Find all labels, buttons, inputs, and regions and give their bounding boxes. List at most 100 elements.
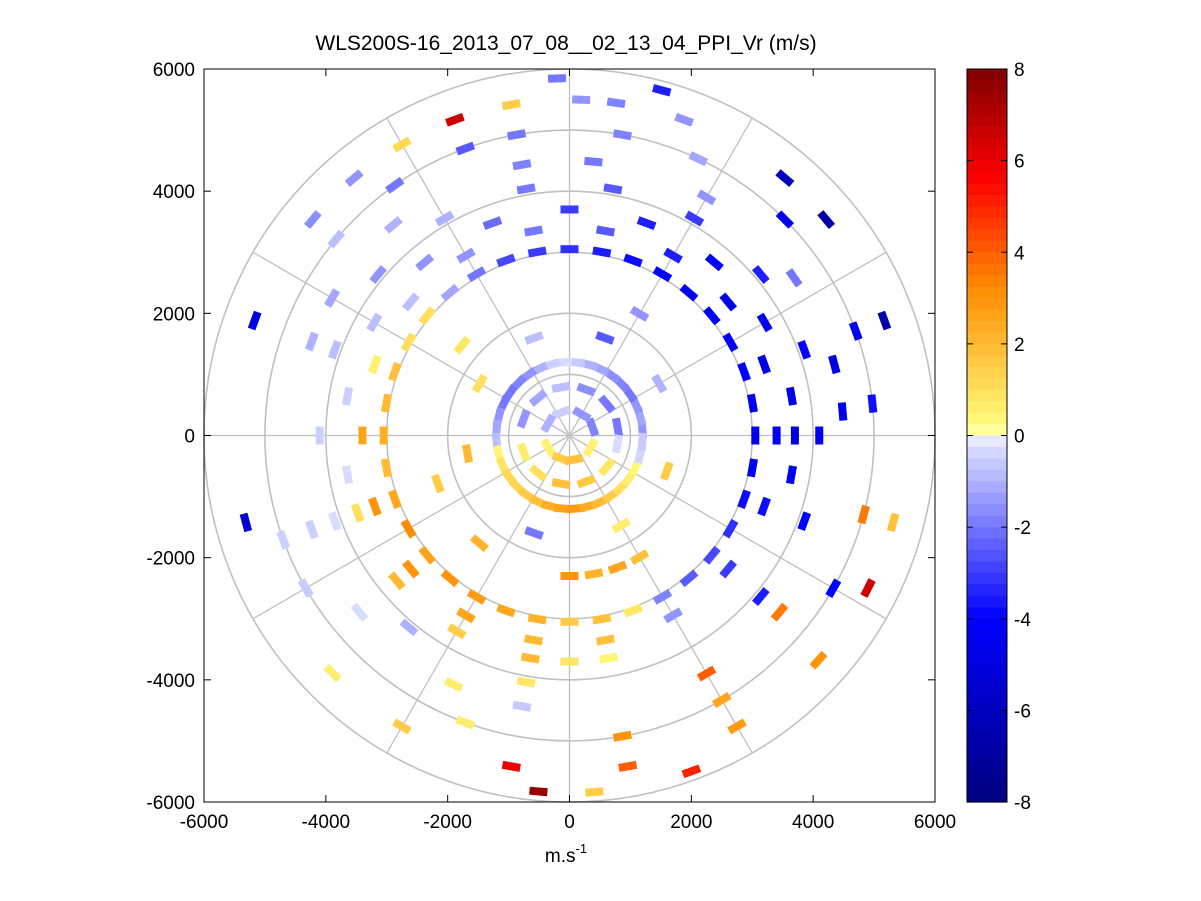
velocity-bin bbox=[584, 156, 603, 167]
velocity-bin bbox=[618, 760, 638, 772]
velocity-bin bbox=[746, 458, 758, 478]
colorbar-band bbox=[967, 298, 1007, 311]
velocity-bin bbox=[659, 461, 674, 481]
velocity-bin bbox=[431, 473, 445, 494]
velocity-bin bbox=[652, 84, 672, 97]
velocity-bin bbox=[571, 406, 592, 423]
velocity-bin bbox=[572, 95, 591, 105]
colorbar-band bbox=[967, 263, 1007, 276]
velocity-bin bbox=[679, 569, 699, 588]
velocity-bin bbox=[737, 489, 751, 510]
colorbar-band bbox=[967, 641, 1007, 654]
velocity-bin bbox=[303, 210, 322, 230]
x-tick-label: -6000 bbox=[180, 812, 229, 833]
colorbar-band bbox=[967, 538, 1007, 551]
velocity-bin bbox=[350, 602, 369, 622]
velocity-bin bbox=[512, 159, 532, 171]
velocity-bin bbox=[828, 354, 841, 375]
velocity-bin bbox=[775, 210, 795, 229]
velocity-bin bbox=[469, 534, 489, 552]
velocity-bin bbox=[696, 189, 717, 206]
velocity-bin bbox=[381, 393, 393, 413]
velocity-bin bbox=[681, 764, 702, 779]
velocity-bin bbox=[516, 442, 531, 463]
velocity-bin bbox=[305, 331, 319, 352]
velocity-bin bbox=[560, 617, 579, 626]
colorbar-band bbox=[967, 183, 1007, 196]
velocity-bin bbox=[350, 502, 365, 523]
velocity-bin bbox=[785, 465, 797, 485]
y-axis: 6000 4000 2000 0 -2000 -4000 -6000 bbox=[146, 60, 935, 814]
velocity-bin bbox=[756, 312, 773, 333]
velocity-bin bbox=[247, 310, 262, 331]
velocity-bin bbox=[324, 288, 341, 308]
velocity-bin bbox=[785, 268, 803, 288]
colorbar-tick-label: -8 bbox=[1014, 793, 1031, 814]
velocity-bin bbox=[612, 730, 632, 742]
y-tick-label: 4000 bbox=[153, 182, 195, 203]
velocity-bin bbox=[440, 283, 460, 302]
velocity-bin bbox=[592, 613, 612, 625]
colorbar-band bbox=[967, 275, 1007, 288]
colorbar-band bbox=[967, 653, 1007, 666]
colorbar-tick-label: -2 bbox=[1014, 518, 1031, 539]
velocity-bin bbox=[547, 74, 567, 83]
velocity-bin bbox=[276, 530, 291, 550]
velocity-bin bbox=[507, 129, 527, 141]
velocity-bin bbox=[516, 183, 536, 195]
x-tick-label: 0 bbox=[564, 812, 575, 833]
colorbar-band bbox=[967, 515, 1007, 528]
x-axis: -6000 -4000 -2000 0 2000 4000 6000 bbox=[180, 69, 956, 833]
velocity-bin bbox=[629, 549, 650, 566]
velocity-bin bbox=[629, 305, 650, 322]
velocity-bin bbox=[746, 393, 758, 413]
x-tick-label: -2000 bbox=[423, 812, 472, 833]
y-tick-label: -4000 bbox=[146, 671, 195, 692]
colorbar-band bbox=[967, 527, 1007, 540]
colorbar-tick-label: 4 bbox=[1014, 243, 1025, 264]
velocity-bin bbox=[606, 97, 626, 109]
x-axis-label-superscript: -1 bbox=[576, 841, 588, 856]
colorbar-ticks: 8 6 4 2 0 -2 -4 -6 -8 bbox=[967, 60, 1031, 814]
velocity-bin bbox=[516, 676, 536, 688]
velocity-bin bbox=[551, 405, 571, 420]
velocity-bin bbox=[597, 457, 616, 477]
colorbar-band bbox=[967, 229, 1007, 242]
velocity-bin bbox=[564, 454, 584, 466]
velocity-bin bbox=[815, 426, 824, 445]
velocity-bin bbox=[540, 437, 557, 458]
colorbar-band bbox=[967, 550, 1007, 563]
velocity-bin bbox=[696, 665, 717, 682]
velocity-bin bbox=[368, 496, 382, 517]
velocity-bin bbox=[496, 253, 516, 268]
velocity-bin bbox=[455, 715, 476, 730]
colorbar-band bbox=[967, 240, 1007, 253]
velocity-bin bbox=[415, 253, 435, 272]
colorbar-band bbox=[967, 332, 1007, 345]
velocity-bin bbox=[455, 141, 476, 156]
velocity-bin bbox=[719, 292, 738, 312]
y-tick-label: 6000 bbox=[153, 60, 195, 81]
velocity-bin bbox=[462, 443, 474, 464]
velocity-bin bbox=[560, 571, 579, 580]
y-tick-label: 0 bbox=[184, 427, 195, 448]
velocity-bin bbox=[722, 332, 739, 353]
velocity-bin bbox=[751, 426, 760, 445]
velocity-bin bbox=[527, 246, 547, 258]
velocity-bin bbox=[684, 210, 705, 227]
velocity-bin bbox=[379, 426, 388, 445]
colorbar-band bbox=[967, 572, 1007, 585]
colorbar-band bbox=[967, 149, 1007, 162]
velocity-bin bbox=[523, 225, 544, 237]
colorbar-band bbox=[967, 469, 1007, 482]
velocity-bin bbox=[387, 571, 406, 591]
y-tick-label: -2000 bbox=[146, 549, 195, 570]
colorbar-band bbox=[967, 492, 1007, 505]
velocity-bin bbox=[445, 112, 465, 127]
colorbar-tick-label: 8 bbox=[1014, 60, 1025, 81]
colorbar-band bbox=[967, 343, 1007, 356]
colorbar-band bbox=[967, 286, 1007, 299]
velocity-bin bbox=[592, 246, 612, 258]
velocity-bin bbox=[652, 266, 673, 283]
colorbar-band bbox=[967, 744, 1007, 757]
